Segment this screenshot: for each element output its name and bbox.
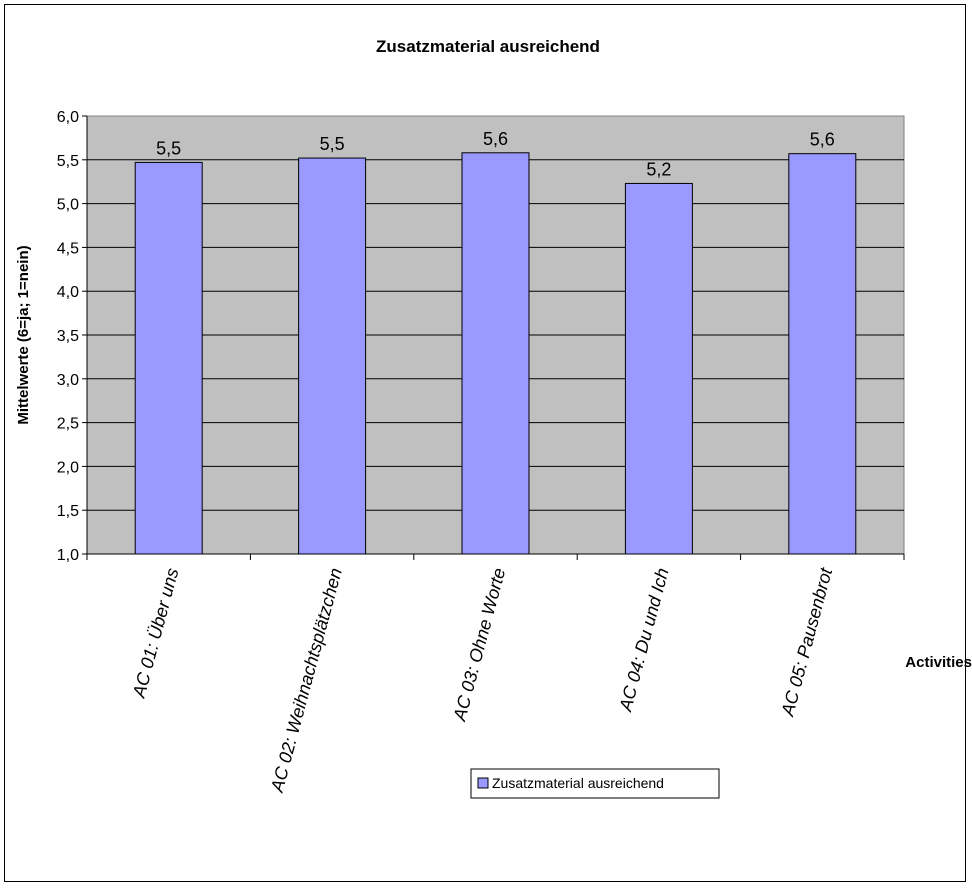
x-tick-label: AC 02: Weihnachtsplätzchen (267, 566, 346, 795)
bar (134, 161, 203, 555)
y-tick-label: 6,0 (57, 109, 79, 126)
x-tick-label: AC 03: Ohne Worte (449, 566, 509, 724)
y-tick-label: 4,5 (57, 240, 79, 257)
x-tick-labels: AC 01: Über uns AC 02: Weihnachtsplätzche… (129, 565, 837, 795)
bar (461, 152, 530, 555)
x-axis-title: Activities (905, 654, 972, 671)
y-tick-label: 1,0 (57, 547, 79, 564)
chart-title: Zusatzmaterial ausreichend (376, 37, 600, 56)
data-label: 5,5 (320, 134, 345, 154)
y-tick-label: 5,0 (57, 197, 79, 214)
data-label: 5,6 (810, 130, 835, 150)
y-tick-label: 3,0 (57, 372, 79, 389)
bar (788, 153, 857, 555)
legend: Zusatzmaterial ausreichend (470, 768, 720, 799)
data-label: 5,5 (156, 138, 181, 158)
axes (82, 115, 905, 560)
x-tick-label: AC 05: Pausenbrot (777, 565, 836, 719)
x-tick-label: AC 04: Du und Ich (615, 566, 673, 714)
x-tick-label: AC 01: Über uns (129, 566, 183, 701)
y-tick-label: 3,5 (57, 328, 79, 345)
legend-box (470, 768, 720, 799)
data-label: 5,6 (483, 129, 508, 149)
y-tick-label: 1,5 (57, 503, 79, 520)
bar (298, 157, 367, 555)
legend-label: Zusatzmaterial ausreichend (492, 775, 664, 791)
data-labels: 5,5 5,5 5,6 5,2 5,6 (156, 129, 835, 180)
bars (134, 152, 857, 555)
y-tick-label: 5,5 (57, 153, 79, 170)
bar (624, 182, 693, 555)
y-tick-label: 4,0 (57, 284, 79, 301)
y-tick-labels: 1,0 1,5 2,0 2,5 3,0 3,5 4,0 4,5 5,0 5,5 6,0 (57, 109, 79, 564)
y-axis-title: Mittelwerte (6=ja; 1=nein) (15, 245, 32, 424)
y-tick-label: 2,5 (57, 416, 79, 433)
legend-swatch (477, 777, 489, 789)
y-tick-label: 2,0 (57, 459, 79, 476)
data-label: 5,2 (646, 159, 671, 179)
